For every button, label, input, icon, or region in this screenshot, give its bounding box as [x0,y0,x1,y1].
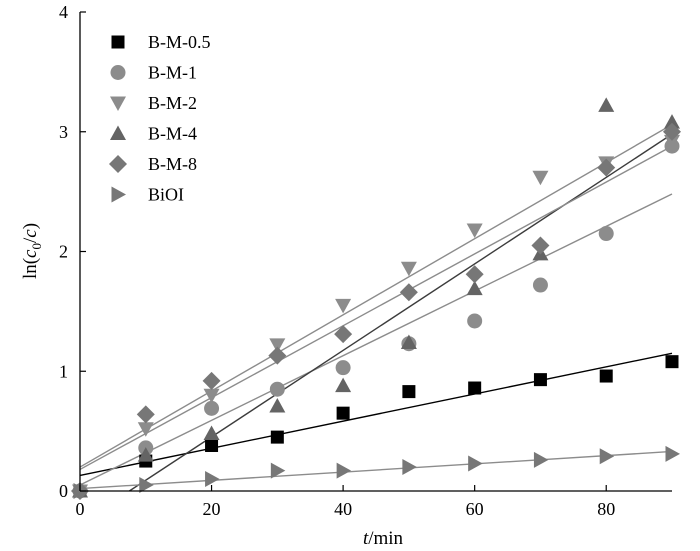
x-axis-title: t/min [363,528,404,549]
y-tick-label-0: 0 [59,481,68,501]
legend-label-b-m-4: B-M-4 [148,124,197,144]
point-b-m-0-5-8 [599,369,613,383]
y-axis-title-sub: 0 [29,243,44,250]
legend-marker-b-m-0-5 [111,35,125,49]
point-b-m-1-8 [598,226,614,242]
point-b-m-8-5 [399,283,418,302]
x-tick-label-40: 40 [334,499,352,519]
legend: B-M-0.5 B-M-1 B-M-2 B-M-4 B-M-8 BiOI [109,32,211,205]
fit-line-b-m-4 [128,133,673,492]
y-axis-title-suffix: ) [20,223,41,229]
point-bioi-7 [533,451,549,468]
point-b-m-2-3 [269,338,286,353]
point-b-m-4-3 [269,397,286,413]
y-axis-title: ln(c0/c) [20,223,44,279]
point-bioi-1 [139,477,154,494]
point-b-m-8-9 [663,122,681,141]
point-b-m-4-4 [335,377,352,393]
point-b-m-8-7 [531,236,550,255]
y-axis-title-prefix: ln( [20,258,41,279]
fit-line-bioi [79,450,673,490]
point-bioi-5 [402,459,417,476]
point-b-m-4-1 [137,447,154,462]
point-b-m-2-5 [400,261,417,277]
point-b-m-2-6 [466,223,483,238]
y-tick-label-3: 3 [59,122,68,142]
legend-label-bioi: BiOI [148,185,184,205]
point-b-m-8-1 [136,405,155,424]
point-b-m-1-2 [204,400,220,416]
point-b-m-1-6 [467,313,483,329]
axes [79,12,672,492]
point-b-m-8-8 [597,158,616,177]
point-b-m-8-6 [465,265,484,284]
x-tick-label-60: 60 [466,499,484,519]
legend-marker-bioi [111,186,126,203]
point-b-m-2-2 [203,388,220,404]
legend-label-b-m-1: B-M-1 [148,63,197,83]
x-axis-title-italic: t [363,528,369,549]
point-b-m-8-3 [268,346,287,365]
y-tick-label-2: 2 [59,242,68,262]
point-bioi-6 [468,455,483,472]
point-b-m-4-8 [598,97,615,112]
point-b-m-0-5-4 [336,406,350,420]
point-b-m-2-4 [335,298,352,314]
fit-line-b-m-8 [79,145,673,471]
point-b-m-2-7 [532,170,549,186]
point-b-m-4-5 [400,334,417,350]
point-b-m-1-3 [269,381,285,397]
point-bioi-8 [599,448,615,465]
legend-marker-b-m-2 [110,96,126,111]
legend-marker-b-m-1 [110,65,126,80]
point-b-m-1-4 [335,360,351,376]
x-tick-label-20: 20 [203,499,221,519]
point-b-m-0-5-2 [205,438,219,452]
x-tick-label-0: 0 [76,499,85,519]
y-tick-label-1: 1 [59,361,68,381]
point-b-m-4-2 [203,425,220,441]
legend-label-b-m-2: B-M-2 [148,93,197,113]
point-b-m-0-5-6 [468,381,482,395]
y-axis-title-c0: c [20,249,41,258]
fit-line-b-m-2 [79,123,673,468]
legend-label-b-m-0-5: B-M-0.5 [148,32,211,52]
legend-marker-b-m-4 [110,125,126,140]
point-b-m-4-6 [466,280,483,296]
point-bioi-9 [665,445,680,462]
legend-marker-b-m-8 [109,155,127,173]
data-markers [71,97,681,500]
point-b-m-2-9 [664,134,680,150]
point-bioi-2 [205,471,220,488]
point-bioi-4 [336,462,352,479]
y-axis-title-slash: / [20,237,41,243]
point-b-m-0-5-9 [665,355,679,369]
point-b-m-2-1 [137,422,154,437]
fit-lines [79,123,673,492]
ticks: 0 20 40 60 80 0 1 2 3 4 [59,2,615,519]
y-tick-label-4: 4 [59,2,68,22]
point-b-m-8-2 [202,371,221,390]
legend-label-b-m-8: B-M-8 [148,154,197,174]
x-tick-label-80: 80 [597,499,615,519]
point-b-m-1-7 [532,277,548,293]
point-bioi-3 [270,462,286,479]
fit-line-b-m-1 [79,193,673,486]
point-b-m-0-5-7 [533,373,547,387]
y-axis-title-c: c [20,229,41,238]
fit-line-b-m-0-5 [79,352,673,477]
x-axis-title-rest: /min [368,528,403,549]
point-b-m-4-9 [664,114,680,129]
point-b-m-0-5-3 [270,430,284,444]
point-b-m-8-4 [334,325,353,344]
point-b-m-0-5-5 [402,385,416,399]
